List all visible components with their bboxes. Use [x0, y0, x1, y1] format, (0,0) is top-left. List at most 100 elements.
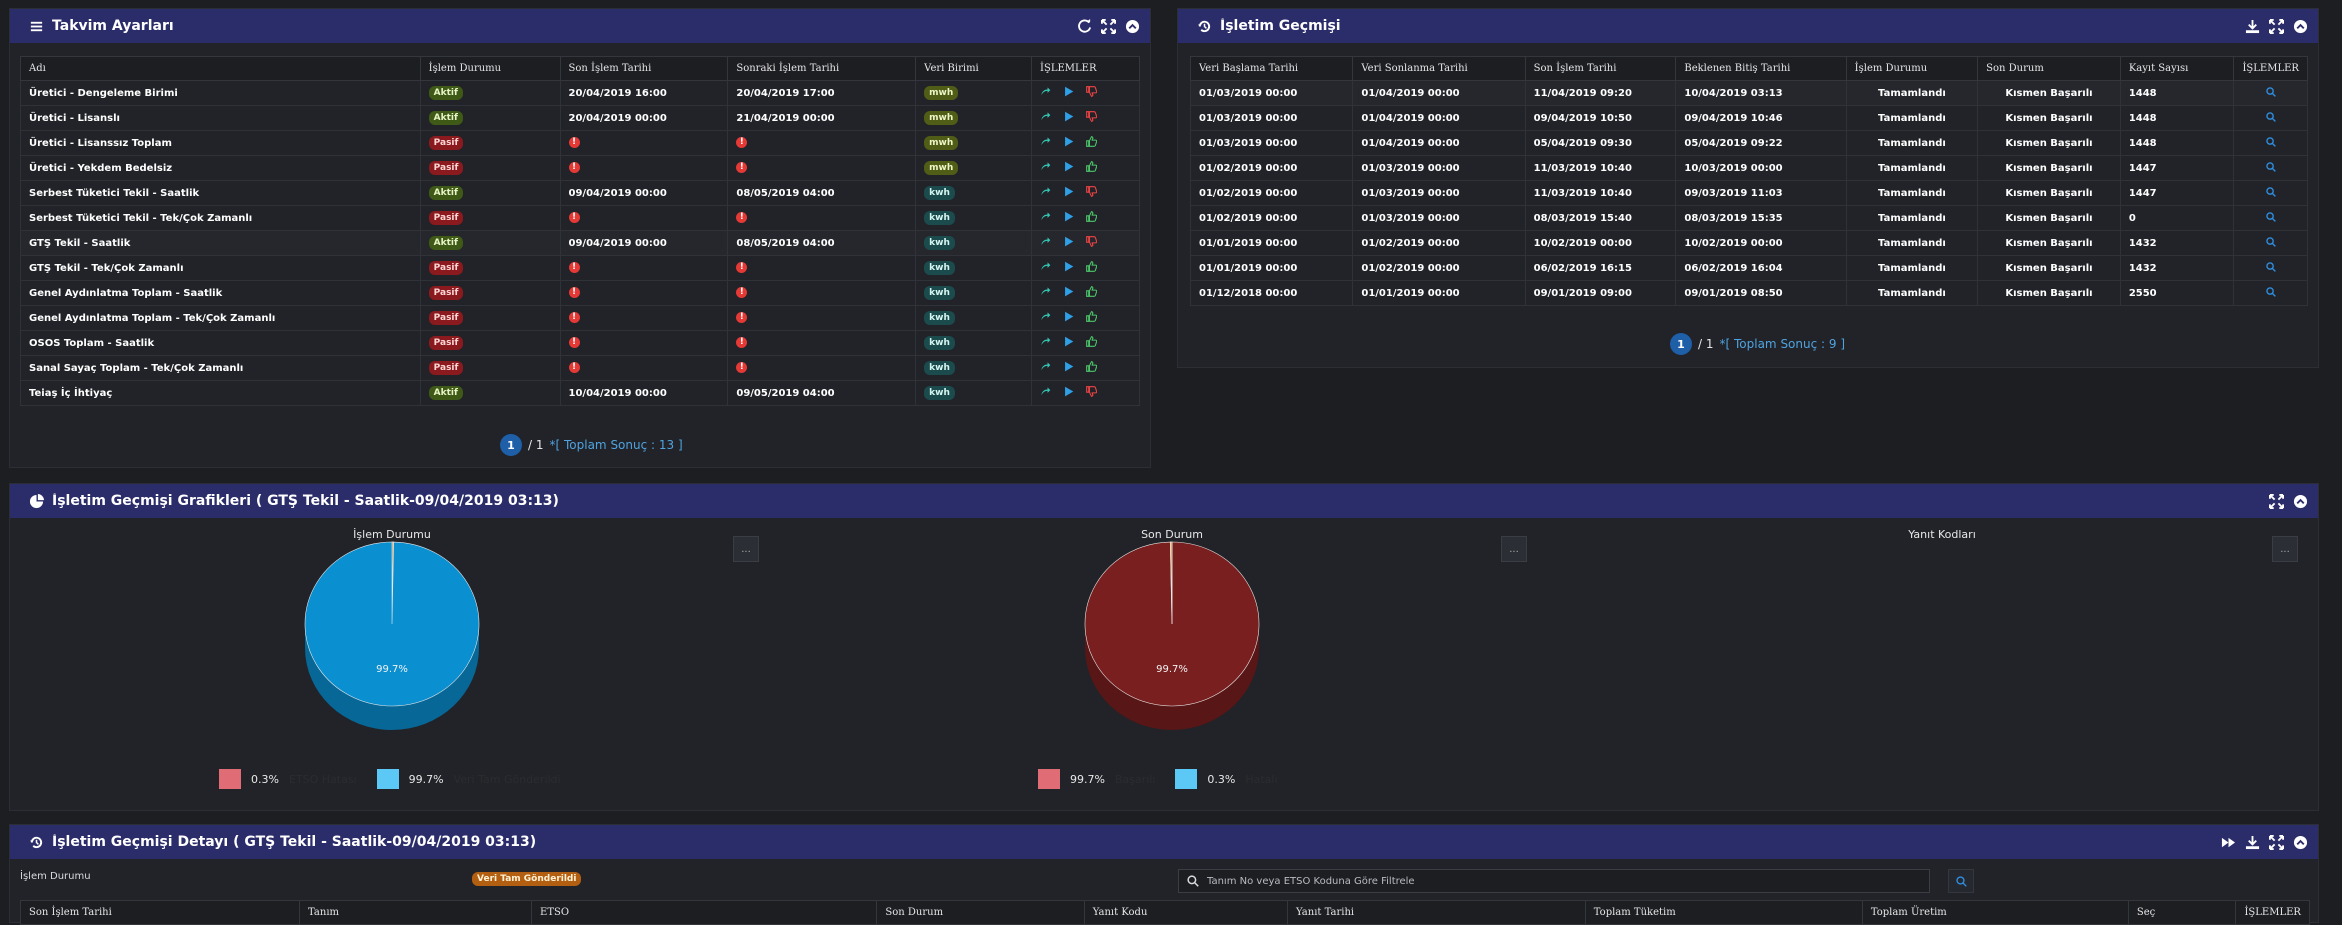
table-row[interactable]: Serbest Tüketici Tekil - Saatlik Aktif 09/…	[20, 180, 1140, 206]
search-icon[interactable]	[2265, 211, 2276, 225]
chart2-menu-button[interactable]: ...	[1501, 536, 1527, 562]
column-header[interactable]: Toplam Tüketim	[1584, 900, 1863, 925]
search-icon[interactable]	[2265, 186, 2276, 200]
search-icon[interactable]	[2265, 136, 2276, 150]
thumbs-down-icon[interactable]	[1086, 236, 1098, 250]
table-row[interactable]: Üretici - Yekdem Bedelsiz Pasif!! mwh	[20, 155, 1140, 181]
table-row[interactable]: GTŞ Tekil - Saatlik Aktif 09/04/2019 00:00…	[20, 230, 1140, 256]
play-icon[interactable]	[1063, 386, 1074, 400]
table-row[interactable]: 01/02/2019 00:00 01/03/2019 00:00 08/03/20…	[1189, 205, 2308, 231]
download-icon[interactable]	[2244, 18, 2260, 34]
table-row[interactable]: Üretici - Lisanssız Toplam Pasif!! mwh	[20, 130, 1140, 156]
column-header[interactable]: Yanıt Tarihi	[1286, 900, 1586, 925]
fast-forward-icon[interactable]	[2220, 834, 2236, 850]
expand-icon[interactable]	[2268, 18, 2284, 34]
share-arrow-icon[interactable]	[1040, 186, 1051, 200]
table-row[interactable]: Genel Aydınlatma Toplam - Tek/Çok Zamanl…	[20, 305, 1140, 331]
search-icon[interactable]	[2265, 86, 2276, 100]
play-icon[interactable]	[1063, 336, 1074, 350]
search-button[interactable]	[1948, 869, 1974, 893]
play-icon[interactable]	[1063, 311, 1074, 325]
thumbs-up-icon[interactable]	[1086, 336, 1098, 350]
column-header[interactable]: ETSO	[531, 900, 878, 925]
share-arrow-icon[interactable]	[1040, 336, 1051, 350]
table-row[interactable]: 01/02/2019 00:00 01/03/2019 00:00 11/03/20…	[1189, 180, 2308, 206]
thumbs-down-icon[interactable]	[1086, 386, 1098, 400]
column-header[interactable]: İŞLEMLER	[2235, 900, 2310, 925]
thumbs-down-icon[interactable]	[1086, 86, 1098, 100]
table-row[interactable]: OSOS Toplam - Saatlik Pasif!! kwh	[20, 330, 1140, 356]
play-icon[interactable]	[1063, 286, 1074, 300]
table-row[interactable]: Üretici - Dengeleme Birimi Aktif 20/04/201…	[20, 80, 1140, 106]
column-header[interactable]: Veri Başlama Tarihi	[1189, 56, 1354, 81]
column-header[interactable]: Adı	[20, 56, 421, 81]
page-1-button[interactable]: 1	[500, 434, 522, 456]
thumbs-up-icon[interactable]	[1086, 161, 1098, 175]
expand-icon[interactable]	[2268, 493, 2284, 509]
column-header[interactable]: İşlem Durumu	[419, 56, 561, 81]
table-row[interactable]: 01/12/2018 00:00 01/01/2019 00:00 09/01/20…	[1189, 280, 2308, 306]
column-header[interactable]: Son Durum	[1977, 56, 2121, 81]
search-icon[interactable]	[2265, 286, 2276, 300]
thumbs-up-icon[interactable]	[1086, 136, 1098, 150]
column-header[interactable]: Kayıt Sayısı	[2119, 56, 2235, 81]
refresh-icon[interactable]	[1076, 18, 1092, 34]
search-icon[interactable]	[2265, 161, 2276, 175]
expand-icon[interactable]	[1100, 18, 1116, 34]
play-icon[interactable]	[1063, 86, 1074, 100]
thumbs-up-icon[interactable]	[1086, 286, 1098, 300]
filter-status-badge[interactable]: Veri Tam Gönderildi	[472, 872, 582, 886]
pie-slice-hatal[interactable]	[1169, 541, 1173, 625]
legend-item[interactable]: 0.3% Hatalı	[1175, 769, 1278, 789]
column-header[interactable]: İŞLEMLER	[1031, 56, 1140, 81]
legend-item[interactable]: 99.7% Başarılı	[1038, 769, 1155, 789]
column-header[interactable]: Veri Birimi	[915, 56, 1033, 81]
chart3-menu-button[interactable]: ...	[2272, 536, 2298, 562]
column-header[interactable]: Son İşlem Tarihi	[19, 900, 301, 925]
legend-item[interactable]: 0.3% ETSO Hatası	[219, 769, 357, 789]
chart1-menu-button[interactable]: ...	[733, 536, 759, 562]
share-arrow-icon[interactable]	[1040, 236, 1051, 250]
share-arrow-icon[interactable]	[1040, 311, 1051, 325]
search-icon[interactable]	[2265, 236, 2276, 250]
column-header[interactable]: Yanıt Kodu	[1083, 900, 1288, 925]
table-row[interactable]: 01/03/2019 00:00 01/04/2019 00:00 09/04/20…	[1189, 105, 2308, 131]
search-input[interactable]: Tanım No veya ETSO Koduna Göre Filtrele	[1178, 869, 1930, 893]
column-header[interactable]: Veri Sonlanma Tarihi	[1352, 56, 1526, 81]
thumbs-down-icon[interactable]	[1086, 111, 1098, 125]
column-header[interactable]: İŞLEMLER	[2233, 56, 2308, 81]
table-row[interactable]: 01/03/2019 00:00 01/04/2019 00:00 11/04/20…	[1189, 80, 2308, 106]
play-icon[interactable]	[1063, 186, 1074, 200]
search-icon[interactable]	[2265, 261, 2276, 275]
thumbs-up-icon[interactable]	[1086, 261, 1098, 275]
column-header[interactable]: Son İşlem Tarihi	[1524, 56, 1677, 81]
share-arrow-icon[interactable]	[1040, 136, 1051, 150]
column-header[interactable]: Sonraki İşlem Tarihi	[727, 56, 917, 81]
search-icon[interactable]	[2265, 111, 2276, 125]
collapse-icon[interactable]	[2292, 18, 2308, 34]
column-header[interactable]: Son İşlem Tarihi	[559, 56, 729, 81]
play-icon[interactable]	[1063, 236, 1074, 250]
table-row[interactable]: Genel Aydınlatma Toplam - Saatlik Pasif!!…	[20, 280, 1140, 306]
legend-item[interactable]: 99.7% Veri Tam Gönderildi	[376, 769, 561, 789]
column-header[interactable]: Son Durum	[876, 900, 1085, 925]
play-icon[interactable]	[1063, 211, 1074, 225]
table-row[interactable]: Serbest Tüketici Tekil - Tek/Çok Zamanlı…	[20, 205, 1140, 231]
collapse-icon[interactable]	[2292, 834, 2308, 850]
page-1-button[interactable]: 1	[1670, 333, 1692, 355]
column-header[interactable]: Tanım	[299, 900, 533, 925]
play-icon[interactable]	[1063, 136, 1074, 150]
table-row[interactable]: 01/03/2019 00:00 01/04/2019 00:00 05/04/20…	[1189, 130, 2308, 156]
collapse-icon[interactable]	[1124, 18, 1140, 34]
share-arrow-icon[interactable]	[1040, 161, 1051, 175]
column-header[interactable]: Toplam Üretim	[1861, 900, 2129, 925]
share-arrow-icon[interactable]	[1040, 86, 1051, 100]
thumbs-up-icon[interactable]	[1086, 361, 1098, 375]
play-icon[interactable]	[1063, 261, 1074, 275]
play-icon[interactable]	[1063, 111, 1074, 125]
table-row[interactable]: 01/01/2019 00:00 01/02/2019 00:00 10/02/20…	[1189, 230, 2308, 256]
share-arrow-icon[interactable]	[1040, 386, 1051, 400]
pie-slice-veri-tam-g-nderildi[interactable]	[304, 541, 480, 707]
table-row[interactable]: Üretici - Lisanslı Aktif 20/04/2019 00:00 2…	[20, 105, 1140, 131]
table-row[interactable]: 01/02/2019 00:00 01/03/2019 00:00 11/03/20…	[1189, 155, 2308, 181]
